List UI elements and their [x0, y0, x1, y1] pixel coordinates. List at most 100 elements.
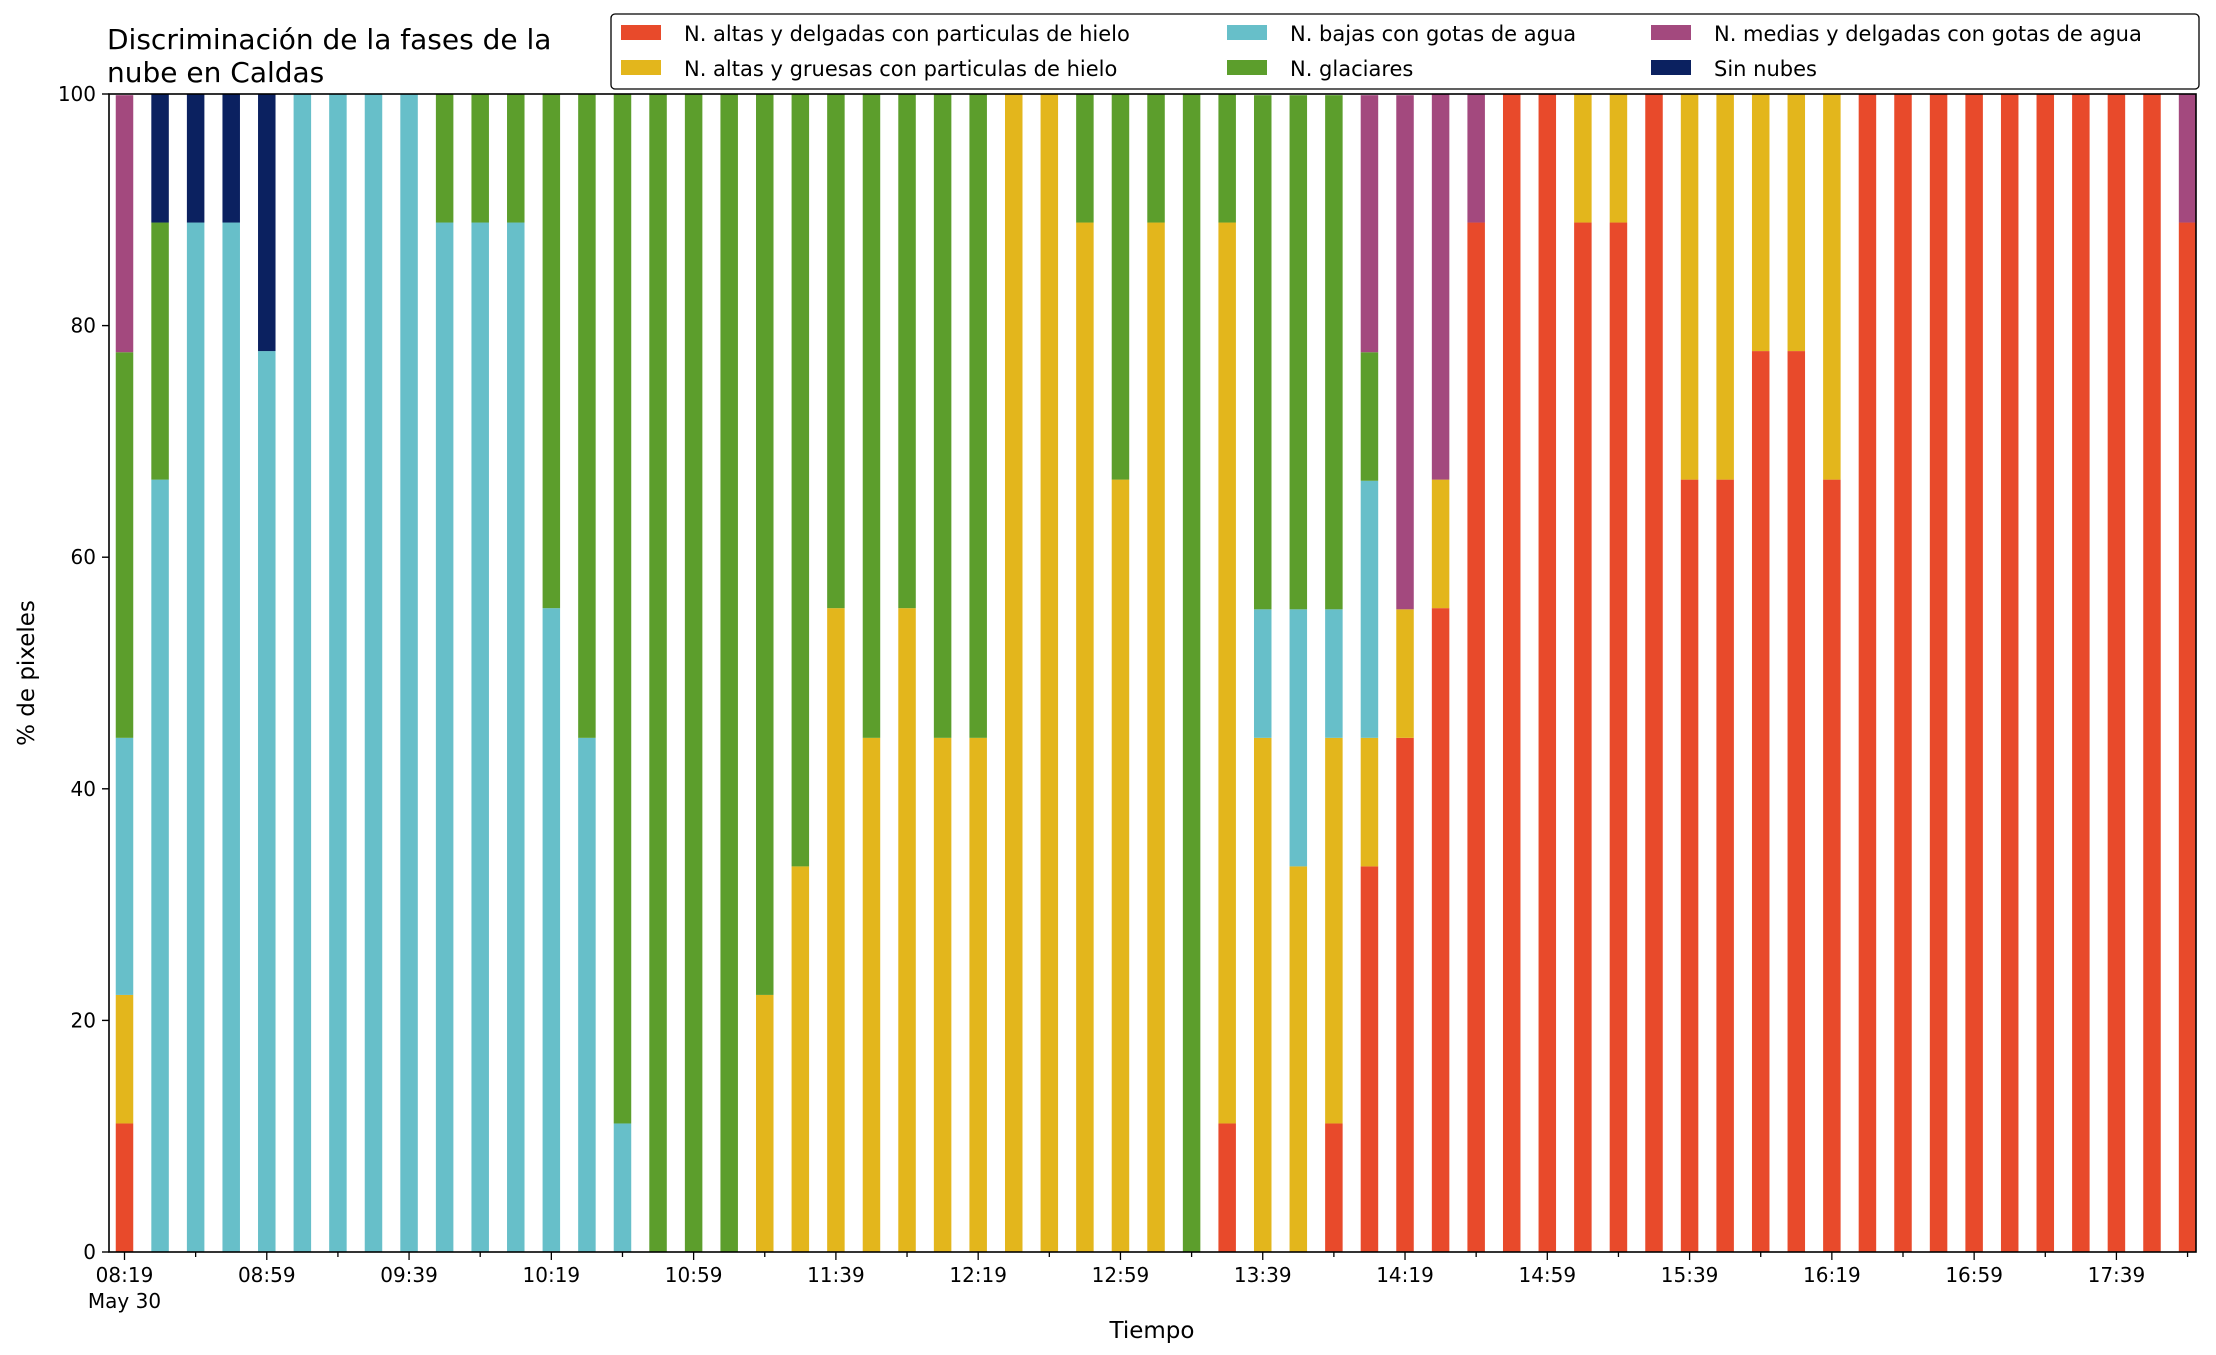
bar-segment — [507, 94, 525, 223]
y-tick-label: 40 — [71, 777, 96, 801]
bar-segment — [1680, 94, 1699, 480]
legend-label: N. bajas con gotas de agua — [1290, 22, 1576, 46]
x-tick-label: 16:19 — [1803, 1263, 1861, 1287]
bar-segment — [578, 737, 596, 1252]
bar-segment — [1645, 94, 1663, 1252]
bar-segment — [293, 94, 312, 1252]
x-tick-label: 16:59 — [1945, 1263, 2003, 1287]
bar-segment — [933, 94, 952, 738]
legend-swatch — [621, 25, 661, 40]
x-tick-label: 08:59 — [238, 1263, 296, 1287]
bar-segment — [1325, 1123, 1343, 1252]
bar-segment — [435, 222, 454, 1252]
x-tick-label: 14:19 — [1376, 1263, 1434, 1287]
bar-segment — [969, 737, 987, 1252]
bar-segment — [862, 94, 881, 738]
bar-segment — [2143, 94, 2161, 1252]
legend-label: N. glaciares — [1290, 57, 1413, 81]
bar-segment — [435, 94, 454, 223]
bar-segment — [1467, 222, 1485, 1252]
bar-segment — [1929, 94, 1948, 1252]
x-date-label: May 30 — [88, 1289, 161, 1313]
legend-swatch — [1227, 25, 1267, 40]
bar-segment — [115, 352, 134, 738]
x-tick-label: 08:19 — [96, 1263, 154, 1287]
bar-segment — [1253, 95, 1272, 610]
bar-segment — [151, 94, 169, 223]
bar-segment — [1396, 737, 1414, 1252]
bar-segment — [1751, 351, 1770, 1253]
bar-segment — [1360, 95, 1379, 353]
bar-segment — [1253, 737, 1272, 1252]
y-axis: 0 20 40 60 80 100 — [58, 82, 109, 1264]
legend-swatch — [1651, 25, 1691, 40]
legend: N. altas y delgadas con particulas de hi… — [610, 13, 2200, 90]
bar-segment — [898, 608, 916, 1252]
bar-segment — [791, 866, 810, 1252]
bar-segment — [1218, 1123, 1236, 1252]
bar-segment — [1574, 94, 1592, 223]
chart-title-line: nube en Caldas — [107, 56, 324, 89]
bar-segment — [1538, 94, 1557, 1252]
bar-segment — [1182, 94, 1201, 1252]
bar-segment — [1431, 608, 1450, 1252]
bar-segment — [258, 351, 276, 1253]
bar-segment — [1823, 479, 1841, 1252]
bar-segment — [222, 94, 240, 223]
bar-segment — [1111, 479, 1130, 1252]
bar-segment — [542, 94, 561, 609]
bar-segment — [258, 94, 276, 352]
legend-label: N. medias y delgadas con gotas de agua — [1714, 22, 2142, 46]
bar-segment — [507, 222, 525, 1252]
bar-stacks — [115, 94, 2197, 1253]
bar-segment — [1431, 94, 1450, 480]
bar-segment — [1325, 95, 1343, 610]
bar-segment — [1289, 95, 1308, 610]
bar-segment — [1787, 94, 1806, 352]
bar-segment — [151, 479, 169, 1252]
bar-segment — [2107, 94, 2126, 1252]
bar-segment — [115, 95, 134, 353]
y-axis-label: % de pixeles — [14, 600, 40, 746]
bar-segment — [1360, 737, 1379, 867]
legend-label: N. altas y gruesas con particulas de hie… — [684, 57, 1117, 81]
bar-segment — [222, 222, 240, 1252]
bar-segment — [1076, 94, 1094, 223]
bar-segment — [151, 222, 169, 480]
x-tick-label: 14:59 — [1518, 1263, 1576, 1287]
bar-segment — [791, 94, 810, 867]
bar-segment — [1360, 480, 1379, 738]
bar-segment — [364, 94, 383, 1252]
bar-segment — [2178, 94, 2197, 223]
x-tick-label: 15:39 — [1661, 1263, 1719, 1287]
bar-segment — [2036, 94, 2055, 1252]
bar-segment — [649, 94, 667, 1252]
plot-frame — [108, 93, 2197, 1253]
bar-segment — [684, 94, 703, 1252]
x-axis-label: Tiempo — [1109, 1318, 1195, 1344]
bar-segment — [578, 94, 596, 738]
bar-segment — [1289, 609, 1308, 867]
bar-segment — [862, 737, 881, 1252]
bar-segment — [1574, 222, 1592, 1252]
bar-segment — [1253, 609, 1272, 738]
bar-segment — [1858, 94, 1877, 1252]
x-tick-label: 10:59 — [665, 1263, 723, 1287]
legend-label: Sin nubes — [1714, 57, 1817, 81]
bar-segment — [1716, 94, 1734, 480]
bar-segment — [969, 94, 987, 738]
y-tick-label: 20 — [71, 1008, 96, 1032]
bar-segment — [542, 608, 561, 1252]
legend-label: N. altas y delgadas con particulas de hi… — [684, 22, 1130, 46]
bar-segment — [756, 994, 774, 1252]
bar-segment — [1218, 94, 1236, 223]
legend-swatch — [1227, 60, 1267, 75]
bar-segment — [2178, 222, 2197, 1252]
bar-segment — [1040, 94, 1059, 1252]
bar-segment — [1823, 94, 1841, 480]
bar-segment — [115, 1123, 134, 1252]
bar-segment — [1147, 222, 1165, 1252]
bar-segment — [827, 94, 845, 609]
bar-segment — [1965, 94, 1983, 1252]
